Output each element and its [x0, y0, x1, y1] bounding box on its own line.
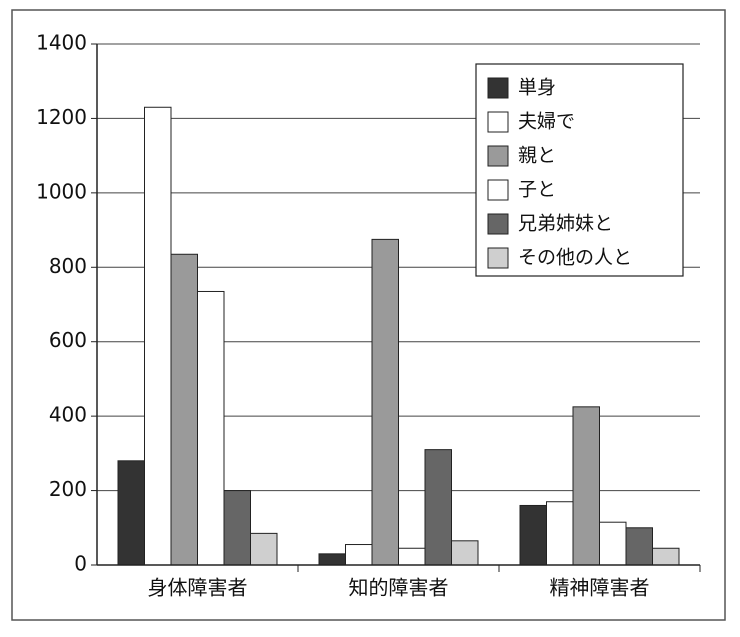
bar: [652, 547, 680, 566]
x-tick-label: 精神障害者: [550, 576, 650, 600]
y-tick-label: 200: [49, 477, 87, 501]
y-tick-label: 600: [49, 328, 87, 352]
bar: [371, 238, 399, 566]
legend-swatch: [487, 111, 509, 133]
bar: [424, 449, 452, 566]
y-tick-label: 400: [49, 403, 87, 427]
bar: [144, 106, 172, 566]
bar: [451, 540, 479, 566]
bar: [599, 521, 627, 566]
x-tick-label: 身体障害者: [148, 576, 248, 600]
legend-label: 単身: [518, 77, 556, 99]
y-tick-label: 1000: [36, 179, 87, 203]
legend-swatch: [487, 213, 509, 235]
legend-label: その他の人と: [518, 247, 632, 269]
x-tick-label: 知的障害者: [349, 576, 449, 600]
bar: [250, 532, 278, 566]
legend-label: 夫婦で: [518, 111, 575, 133]
bar: [345, 544, 373, 566]
bar: [117, 460, 145, 566]
legend-label: 兄弟姉妹と: [518, 213, 613, 235]
legend-swatch: [487, 247, 509, 269]
bar: [318, 553, 346, 566]
y-tick-label: 1400: [36, 31, 87, 55]
bar: [572, 406, 600, 566]
legend-swatch: [487, 77, 509, 99]
bar: [398, 547, 426, 566]
bar: [546, 501, 574, 566]
bar: [519, 504, 547, 566]
y-tick-label: 1200: [36, 105, 87, 129]
legend-swatch: [487, 179, 509, 201]
bar: [170, 253, 198, 566]
legend-label: 親と: [518, 145, 556, 167]
bar: [197, 290, 225, 566]
bar: [625, 527, 653, 566]
bar: [223, 490, 251, 566]
y-tick-label: 800: [49, 254, 87, 278]
y-tick-label: 0: [74, 552, 87, 576]
legend-label: 子と: [518, 179, 556, 201]
legend-swatch: [487, 145, 509, 167]
legend-box: [475, 63, 684, 277]
